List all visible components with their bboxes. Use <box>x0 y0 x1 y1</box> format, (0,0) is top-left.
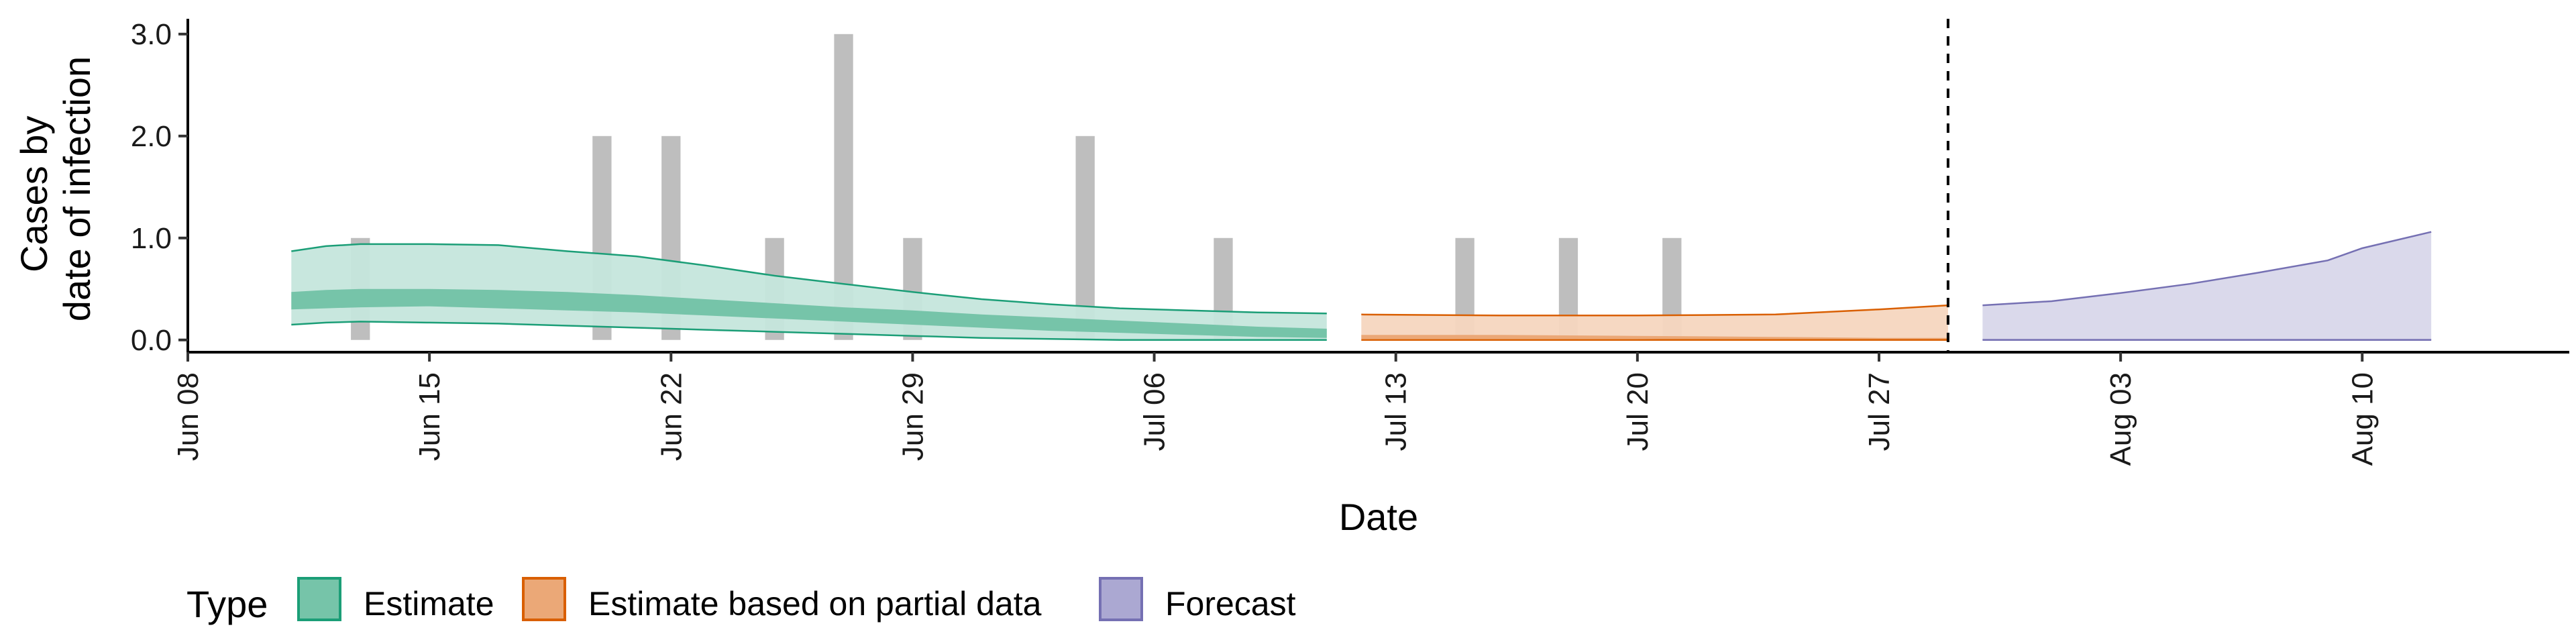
upper-bound-line <box>1982 231 2432 307</box>
x-tick-label: Jul 06 <box>1138 372 1171 451</box>
estimate-ribbons <box>291 231 2432 341</box>
legend-label: Forecast <box>1165 585 1296 623</box>
inner-interval-band <box>1361 335 1948 340</box>
legend-key <box>522 577 566 621</box>
upper-bound-line <box>291 243 1327 315</box>
x-tick-label: Aug 10 <box>2346 372 2379 466</box>
legend-key <box>1099 577 1143 621</box>
legend-key <box>297 577 341 621</box>
series-1-ribbon <box>1361 304 1948 341</box>
y-tick-label: 2.0 <box>131 120 172 153</box>
series-0-ribbon <box>291 243 1327 341</box>
outer-interval-band <box>291 244 1327 340</box>
x-axis-title: Date <box>1339 496 1418 538</box>
x-tick-label: Aug 03 <box>2104 372 2137 466</box>
x-tick-label: Jun 22 <box>655 372 688 461</box>
x-tick-label: Jul 20 <box>1621 372 1654 451</box>
y-axis-title-line-2: date of infection <box>56 56 98 321</box>
outer-interval-band <box>1982 231 2432 340</box>
inner-interval-band <box>291 288 1327 338</box>
x-tick-label: Jul 27 <box>1863 372 1896 451</box>
y-tick-label: 0.0 <box>131 324 172 357</box>
y-tick-label: 3.0 <box>131 18 172 51</box>
x-axis-ticks: Jun 08 Jun 15 Jun 22 Jun 29 Jul 06 Jul 13 Jul … <box>172 352 2379 466</box>
upper-bound-line <box>1361 304 1948 317</box>
x-tick-label: Jun 29 <box>896 372 929 461</box>
x-tick-label: Jun 08 <box>172 372 205 461</box>
y-axis-ticks: 0.0 1.0 2.0 3.0 <box>131 18 188 357</box>
axes <box>186 19 2569 354</box>
y-axis-title-line-1: Cases by <box>13 116 55 272</box>
y-tick-label: 1.0 <box>131 222 172 255</box>
lower-bound-line <box>291 321 1327 341</box>
x-tick-label: Jul 13 <box>1380 372 1413 451</box>
x-tick-label: Jun 15 <box>413 372 446 461</box>
legend-label: Estimate based on partial data <box>588 585 1042 623</box>
legend: Type Estimate Estimate based on partial d… <box>186 577 1296 625</box>
legend-label: Estimate <box>364 585 494 623</box>
y-axis-title: Cases by date of infection <box>13 56 98 321</box>
series-2-ribbon <box>1982 231 2432 341</box>
legend-title: Type <box>186 583 268 625</box>
